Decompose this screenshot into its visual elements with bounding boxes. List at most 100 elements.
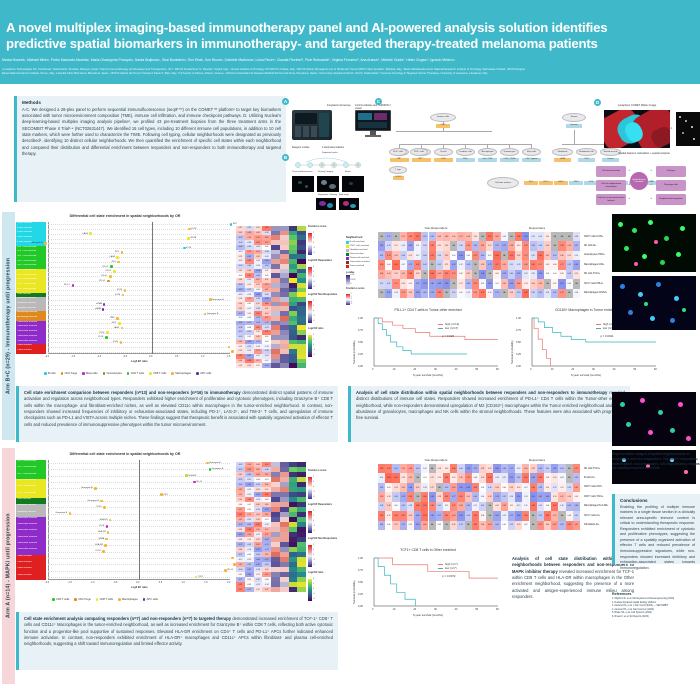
dotplot-point [208,468,212,471]
heatmap-cell [288,301,298,307]
neighborhood-label: CD8 T cells enriched [16,278,46,284]
heatmap-cell: -0.99 [262,297,271,302]
heatmap-cell: 0.28 [406,501,415,512]
fraction-tick: 0 [350,298,352,301]
dotplot-point-label: Granzyme B [87,499,99,502]
heatmap-cell: 0.37 [392,520,400,530]
heatmap-cell: -0.76 [236,311,245,316]
celltree-stroma-child: Fibroblasts [552,148,573,156]
heatmap-cell: 0.75 [507,511,516,521]
heatmap-cell [288,292,298,297]
heatmap-cell: 0.16 [378,473,386,483]
neighborhood-label: CD8 T cells enriched [16,491,46,498]
heatmap-cell: 0.25 [244,363,254,368]
heatmap-cell [288,273,298,279]
neighborhood-label: Tumor-other enriched [16,523,46,530]
km-step-line [532,317,551,366]
dotplot-point [233,562,236,566]
affiliation-list: ¹Lunaphore Technologies SA, Tolochenaz, … [2,68,700,76]
km-x-tick: 10 [392,368,396,371]
km-x-tick: 50 [633,368,637,371]
heatmap-cell: 0.56 [529,241,537,251]
heatmap-cell [297,497,306,502]
heatmap-cell: 0.98 [464,482,472,493]
gridline [48,247,230,249]
differential-enrichment-dotplot-targeted: Differential cell state enrichment in sp… [16,452,236,594]
km-x-tick: 30 [434,608,437,611]
heatmap-cell: 0.64 [471,492,479,502]
colorbar-tick: -2 [313,252,315,254]
heatmap-cell: 0.33 [253,517,263,522]
heatmap-cell [271,557,280,562]
heatmap-cell [271,358,280,364]
legend-chip-label: Granulocytes [106,372,122,375]
heatmap-cell: 0.85 [529,482,537,493]
connector [399,144,400,148]
heatmap-cell [279,230,289,236]
km-y-tick: 1.00 [516,316,521,320]
heatmap-cell [297,330,306,335]
heatmap-cell: 0.67 [572,241,580,251]
legend-chip-label: Macrophages [121,598,138,601]
heatmap-cell: 0.09 [244,311,254,316]
heatmap-cell: -0.01 [262,477,271,482]
km-y-tick: 0.00 [358,604,363,608]
dotplot-point [71,284,75,287]
heatmap-cell: -0.04 [244,552,254,557]
heatmap-cell: 0.10 [421,464,429,474]
heatmap-cell [271,330,280,335]
heatmap-cell: -0.84 [262,537,271,542]
colorbar [308,301,312,323]
heatmap-cell: 0.95 [236,512,245,517]
heatmap-row-label: CD4 T cells PDL1+ [584,282,604,285]
heatmap-cell: 0.66 [421,288,429,298]
heatmap-cell: 0.41 [450,288,458,298]
km-legend-high: high (n=7) [438,562,458,566]
km-x-tick: 0 [530,368,532,371]
heatmap-cell: 0.84 [253,240,263,245]
heatmap-cell: 0.27 [428,482,436,493]
heatmap-cell [271,278,280,283]
heatmap-group-responders-top: Responders [528,226,546,230]
heatmap-cell: 0.50 [515,288,523,298]
neighborhood-label: Tumor-other enriched [16,516,46,524]
heatmap-cell: NA [551,232,559,242]
spatial-workflow-box: Cell types [656,166,686,177]
heatmap-cell: -0.44 [244,263,254,269]
heatmap-cell: 0.34 [565,482,573,493]
heatmap-cell: 0.38 [253,254,263,260]
dotplot-point [117,260,120,264]
heatmap-cell: -0.82 [244,254,254,260]
heatmap-cell [288,268,298,274]
heatmap-cell: 0.28 [414,269,422,280]
heatmap-cell [279,477,289,482]
heatmap-cell [271,477,280,482]
celltree-level2-node: Mast cells [522,148,541,156]
heatmap-cell: 0.00 [450,250,458,261]
heatmap-cell: NA [565,464,573,474]
heatmap-cell: 0.94 [392,473,400,483]
celltree-treg-marker: FOXP3 [393,176,404,180]
heatmap-cell [279,263,289,269]
fraction-tick: 1 [350,295,352,298]
heatmap-cell: 0.59 [442,482,451,493]
gridline [48,351,230,353]
heatmap-cell: -0.50 [244,330,254,335]
heatmap-cell [297,344,306,350]
heatmap-cell: 0.08 [551,260,559,270]
arrow-icon: ➜ [670,126,673,130]
heatmap-cell [271,325,280,331]
heatmap-cell [288,582,298,587]
km-step-line [374,557,416,606]
heatmap-cell: 0.37 [378,279,386,289]
heatmap-cell [279,330,289,335]
neighborhood-label: Other enriched [16,292,46,298]
celltree-level2-marker: CD20 [434,158,453,162]
heatmap-cell: -0.15 [236,557,245,562]
dotplot-point [205,461,209,465]
heatmap-cell: 0.64 [253,249,263,255]
heatmap-cell: 0.77 [558,260,566,270]
pvalue-colorbar [346,275,350,286]
colorbar-tick: 0 [313,310,315,312]
heatmap-cell [297,358,306,364]
